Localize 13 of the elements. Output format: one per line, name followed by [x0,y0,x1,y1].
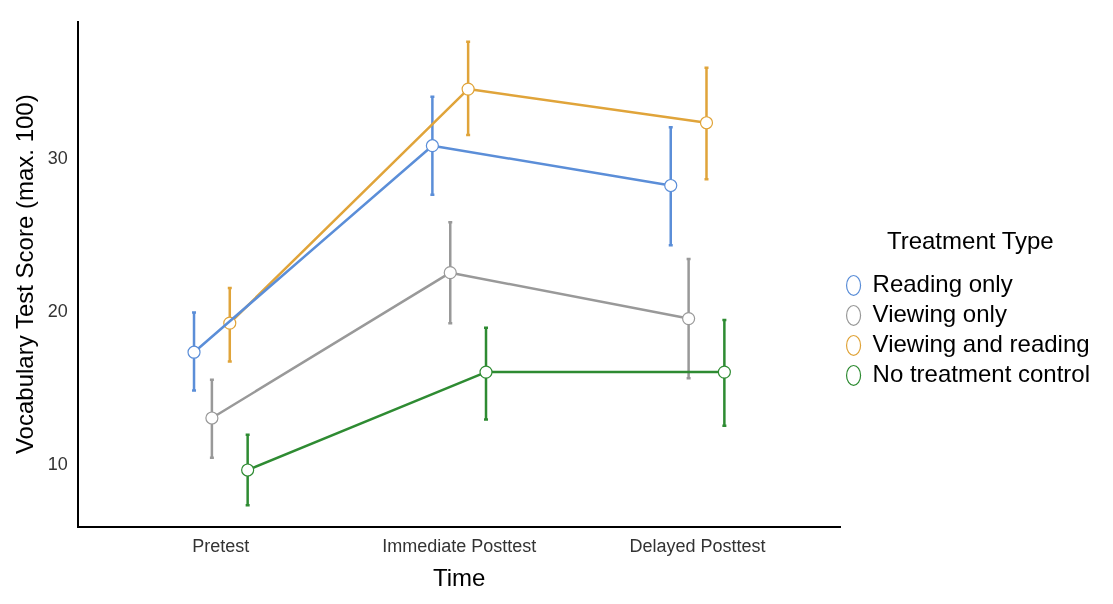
legend-label: Viewing and reading [872,330,1090,358]
x-axis-title: Time [432,564,486,592]
legend-label: Viewing only [872,300,1007,328]
legend-label: No treatment control [872,360,1091,388]
y-axis-title: Vocabulary Test Score (max. 100) [11,94,39,455]
y-tick-label: 10 [47,454,68,475]
y-tick-label: 30 [47,148,68,169]
legend-label: Reading only [872,270,1013,298]
x-tick-label: Immediate Posttest [382,536,537,557]
legend-title: Treatment Type [886,227,1054,255]
y-tick-label: 20 [47,301,68,322]
x-tick-label: Delayed Posttest [629,536,766,557]
x-tick-label: Pretest [192,536,250,557]
